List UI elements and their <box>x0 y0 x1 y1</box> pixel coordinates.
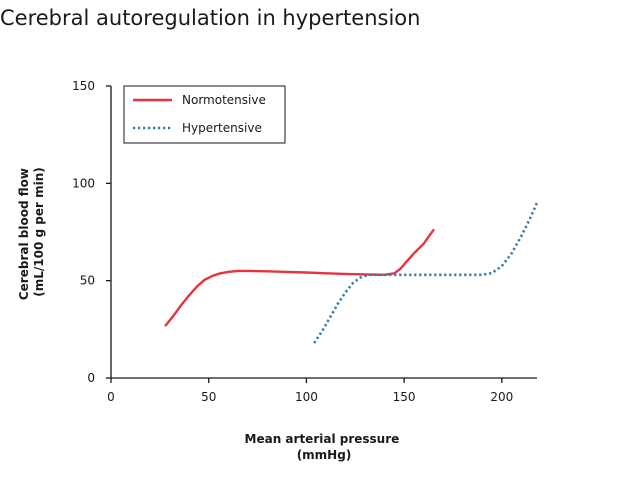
x-tick-label: 150 <box>393 390 416 404</box>
axes <box>110 86 537 379</box>
x-tick-label: 200 <box>490 390 513 404</box>
y-tick-label: 50 <box>80 274 95 288</box>
x-ticks: 0 50 100 150 200 <box>107 378 513 404</box>
y-axis-title-line-1: Cerebral blood flow <box>17 168 31 300</box>
legend-label-hypertensive: Hypertensive <box>182 121 262 135</box>
y-tick-label: 0 <box>87 371 95 385</box>
x-tick-label: 0 <box>107 390 115 404</box>
x-axis-title-line-1: Mean arterial pressure <box>245 432 400 446</box>
y-axis-title: Cerebral blood flow (mL/100 g per min) <box>17 164 46 300</box>
y-ticks: 0 50 100 150 <box>72 79 111 385</box>
legend: Normotensive Hypertensive <box>123 85 286 144</box>
series-line-normotensive <box>164 228 435 327</box>
y-axis-title-line-2: (mL/100 g per min) <box>32 167 46 296</box>
x-axis-title-line-2: (mmHg) <box>297 448 352 462</box>
x-tick-label: 50 <box>201 390 216 404</box>
plot-lines <box>164 202 539 344</box>
legend-box <box>123 85 286 144</box>
page-title: Cerebral autoregulation in hypertension <box>0 6 421 30</box>
y-tick-label: 100 <box>72 176 95 190</box>
legend-label-normotensive: Normotensive <box>182 93 266 107</box>
x-tick-label: 100 <box>295 390 318 404</box>
x-axis-title: Mean arterial pressure (mmHg) <box>245 432 404 462</box>
y-tick-label: 150 <box>72 79 95 93</box>
